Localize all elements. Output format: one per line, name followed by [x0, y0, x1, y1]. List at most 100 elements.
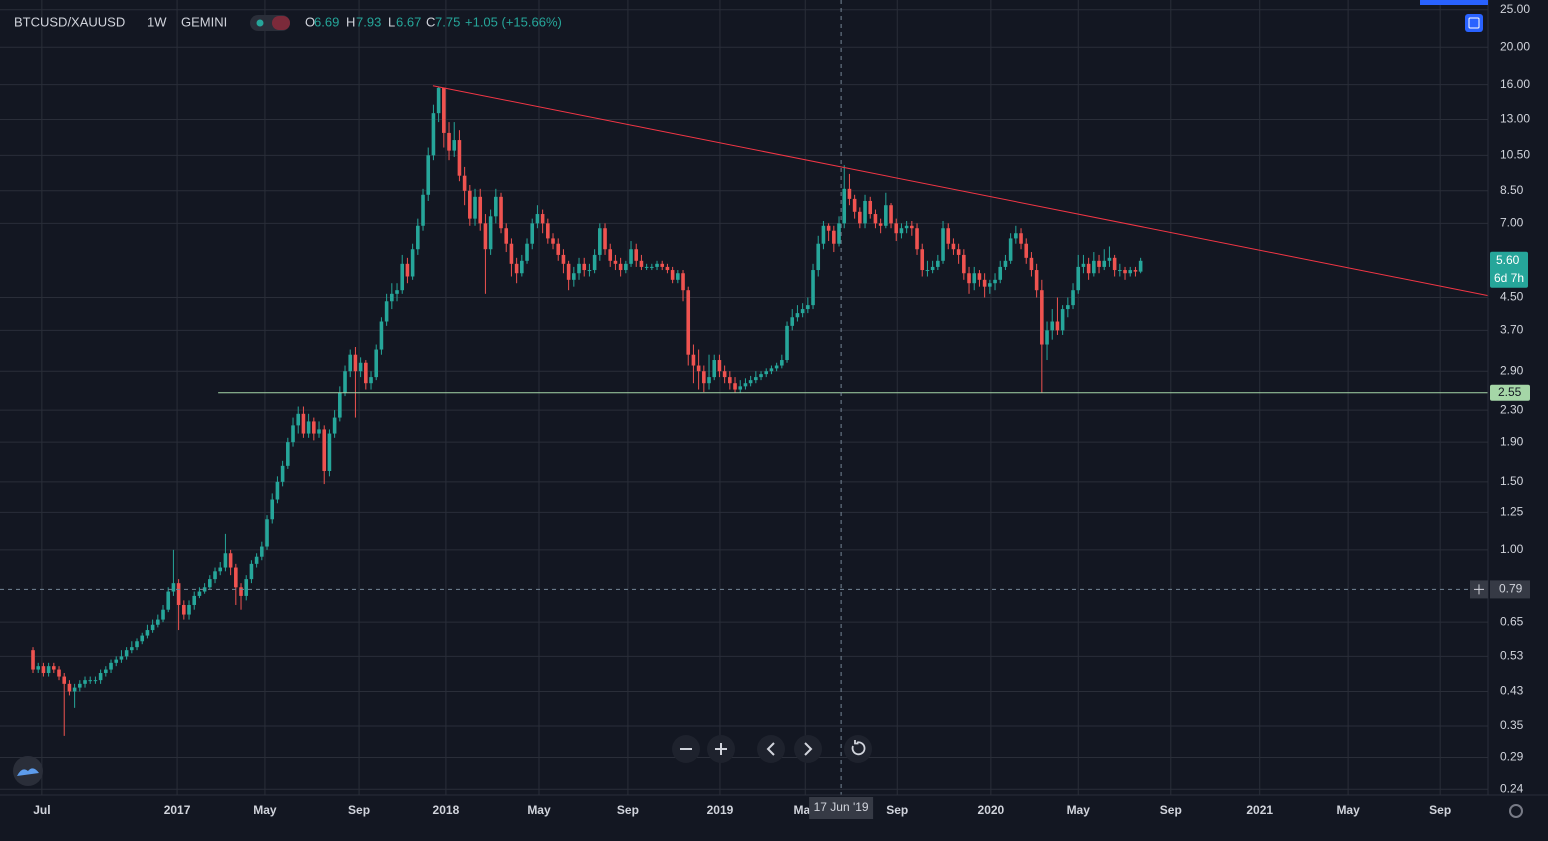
candle-body — [535, 214, 540, 224]
countdown: 6d 7h — [1494, 271, 1524, 285]
candle-body — [759, 374, 763, 378]
candle-body — [93, 680, 98, 682]
reset-button[interactable] — [844, 735, 872, 763]
candle-body — [57, 669, 61, 677]
candle-body — [1097, 260, 1101, 267]
y-tick-label: 4.50 — [1500, 290, 1524, 304]
candle-body — [1118, 270, 1122, 272]
candle-body — [764, 371, 769, 375]
y-tick-label: 1.90 — [1500, 434, 1524, 448]
candle-body — [655, 263, 659, 267]
x-tick-label: 2017 — [164, 803, 191, 817]
candle-body — [608, 249, 613, 261]
y-tick-label: 0.29 — [1500, 750, 1524, 764]
candle-body — [1014, 233, 1018, 239]
settings-button[interactable] — [1509, 804, 1523, 818]
x-tick-label: May — [1067, 803, 1091, 817]
candle-body — [691, 354, 696, 366]
candle-body — [904, 225, 909, 229]
status-dot — [256, 19, 264, 27]
y-tick-label: 7.00 — [1500, 216, 1524, 230]
header: BTCUSD/XAUUSD 1W GEMINI O 6.69 H 7.93 L … — [14, 14, 562, 31]
c-label: C — [426, 14, 435, 29]
candle-body — [1092, 260, 1096, 274]
candle-body — [348, 354, 353, 372]
candle-body — [665, 266, 670, 271]
candle-body — [592, 254, 597, 271]
y-tick-label: 8.50 — [1500, 183, 1524, 197]
candle-body — [1066, 305, 1070, 310]
candle-body — [712, 360, 717, 378]
candle-body — [941, 228, 945, 261]
candle-body — [452, 140, 457, 151]
candle-body — [1029, 257, 1034, 271]
candle-body — [260, 546, 264, 557]
candle-body — [717, 360, 722, 372]
candle-body — [358, 362, 363, 372]
candle-body — [306, 421, 311, 434]
candles — [31, 86, 1143, 736]
candle-body — [842, 188, 847, 224]
candle-body — [317, 429, 321, 434]
candle-body — [509, 243, 514, 264]
candle-body — [551, 238, 555, 244]
candle-body — [197, 591, 202, 596]
y-tick-label: 2.30 — [1500, 402, 1524, 416]
candle-body — [639, 260, 644, 267]
candle-body — [1055, 321, 1060, 331]
candle-body — [566, 263, 571, 280]
y-tick-label: 0.53 — [1500, 649, 1524, 663]
candle-body — [62, 676, 67, 684]
candle-body — [494, 196, 498, 217]
candle-body — [1034, 270, 1039, 291]
candle-body — [124, 650, 129, 657]
candle-body — [577, 263, 581, 274]
x-tick-label: 2018 — [433, 803, 460, 817]
candle-body — [166, 591, 171, 610]
candle-body — [1008, 238, 1013, 261]
last-price-tag — [1490, 251, 1528, 288]
scroll-right-button[interactable] — [794, 735, 822, 763]
candle-body — [353, 354, 358, 372]
icon — [851, 740, 866, 756]
candle-body — [873, 214, 878, 224]
candle-body — [1133, 270, 1138, 272]
crosshair-date-tag — [809, 797, 874, 819]
candle-body — [1060, 309, 1065, 331]
layout-button[interactable] — [1465, 14, 1483, 32]
crosshair-date: 17 Jun '19 — [814, 800, 869, 814]
candle-body — [421, 194, 425, 226]
candle-body — [780, 360, 784, 366]
candle-body — [858, 211, 862, 224]
candle-body — [676, 273, 680, 280]
candle-body — [1138, 260, 1143, 272]
candle-body — [436, 87, 441, 114]
candle-body — [790, 317, 795, 326]
candle-body — [1050, 321, 1055, 331]
candle-body — [686, 290, 691, 355]
candle-body — [915, 228, 919, 250]
y-tick-label: 2.90 — [1500, 363, 1524, 377]
candle-body — [540, 214, 545, 224]
candle-body — [483, 223, 488, 250]
candle-body — [894, 223, 899, 234]
candle-body — [936, 260, 940, 267]
x-tick-label: Sep — [1429, 803, 1451, 817]
x-tick-label: 2020 — [978, 803, 1005, 817]
scroll-left-button[interactable] — [757, 735, 785, 763]
candle-body — [473, 196, 477, 219]
overlays — [0, 0, 1489, 795]
candle-body — [228, 553, 233, 568]
candle-body — [821, 225, 826, 244]
candle-body — [52, 666, 56, 670]
candle-body — [702, 371, 706, 384]
candle-body — [1123, 270, 1127, 274]
crosshair-price: 0.79 — [1499, 582, 1523, 596]
candle-body — [31, 650, 35, 670]
candle-body — [618, 263, 623, 271]
c-value: 7.75 — [435, 14, 460, 29]
candle-body — [728, 377, 732, 384]
o-value: 6.69 — [314, 14, 339, 29]
